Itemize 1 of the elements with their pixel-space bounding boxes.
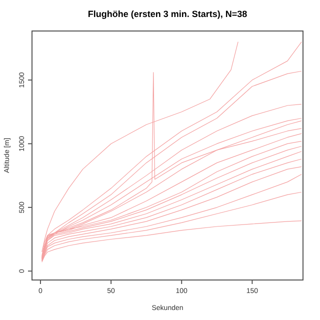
chart-title: Flughöhe (ersten 3 min. Starts), N=38 [88,9,248,19]
